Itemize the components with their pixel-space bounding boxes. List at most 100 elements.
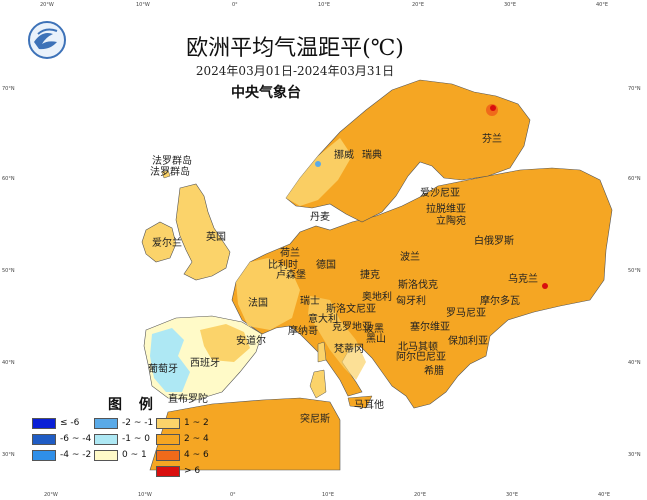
label-albania: 阿尔巴尼亚 [396, 352, 446, 363]
legend-label-7: 1 ~ 2 [184, 418, 209, 428]
label-netherlands: 荷兰 [280, 248, 300, 259]
label-vatican: 梵蒂冈 [334, 344, 364, 355]
agency-label: 中央气象台 [231, 85, 301, 101]
tick-left-2: 60°N [2, 176, 15, 182]
label-malta: 马耳他 [354, 400, 384, 411]
land-britain [175, 183, 231, 281]
land-corsica [317, 341, 327, 363]
legend-swatch-7 [156, 418, 180, 429]
tick-top-7: 40°E [596, 2, 609, 8]
tick-left-1: 70°N [2, 86, 15, 92]
tick-left-5: 30°N [2, 452, 15, 458]
legend-swatch-2 [32, 434, 56, 445]
legend-label-9: 4 ~ 6 [184, 450, 209, 460]
label-finland: 芬兰 [482, 134, 502, 145]
label-estonia: 爱沙尼亚 [420, 188, 460, 199]
tick-top-2: 10°W [136, 2, 150, 8]
legend-label-5: -1 ~ 0 [122, 434, 150, 444]
legend-label-4: -2 ~ -1 [122, 418, 154, 428]
land-sardinia [309, 369, 327, 399]
label-andorra: 安道尔 [236, 336, 266, 347]
legend-label-8: 2 ~ 4 [184, 434, 209, 444]
label-latvia: 拉脱维亚 [426, 204, 466, 215]
label-norway: 挪威 [334, 150, 354, 161]
label-spain: 西班牙 [190, 358, 220, 369]
land-norway-light [286, 138, 352, 206]
label-monaco: 摩纳哥 [288, 326, 318, 337]
tick-top-6: 30°E [504, 2, 517, 8]
label-portugal: 葡萄牙 [148, 364, 178, 375]
tick-right-3: 50°N [628, 268, 641, 274]
date-range: 2024年03月01日-2024年03月31日 [195, 64, 395, 78]
hotspot-ukraine [542, 283, 548, 289]
label-moldova: 摩尔多瓦 [480, 296, 520, 307]
legend-swatch-8 [156, 434, 180, 445]
tick-bottom-4: 10°E [322, 492, 335, 498]
label-bosnia: 波黑 [364, 324, 384, 335]
label-belgium: 比利时 [268, 260, 298, 271]
tick-right-2: 60°N [628, 176, 641, 182]
label-lithuania: 立陶宛 [436, 216, 466, 227]
label-switzerland: 瑞士 [300, 296, 320, 307]
tick-bottom-6: 30°E [506, 492, 519, 498]
label-poland: 波兰 [400, 252, 420, 263]
legend-label-10: > 6 [184, 466, 201, 476]
label-hungary: 匈牙利 [396, 296, 426, 307]
label-faroe: 法罗群岛 [152, 156, 192, 167]
label-sweden: 瑞典 [362, 150, 382, 161]
label-ukraine: 乌克兰 [508, 274, 538, 285]
label-slovakia: 斯洛伐克 [398, 280, 438, 291]
tick-top-1: 20°W [40, 2, 54, 8]
legend-swatch-9 [156, 450, 180, 461]
land-italy-light [308, 296, 366, 380]
tick-top-4: 10°E [318, 2, 331, 8]
land-ireland [141, 221, 177, 263]
land-scandinavia [285, 79, 531, 223]
label-germany: 德国 [316, 260, 336, 271]
label-faroe-dup: 法罗群岛 [150, 167, 190, 178]
label-ireland: 爱尔兰 [152, 238, 182, 249]
tick-bottom-3: 0° [230, 492, 236, 498]
label-greece: 希腊 [424, 366, 444, 377]
map-title: 欧洲平均气温距平(℃) [186, 36, 404, 61]
label-serbia: 塞尔维亚 [410, 322, 450, 333]
legend-swatch-3 [32, 450, 56, 461]
tick-top-3: 0° [232, 2, 238, 8]
legend-swatch-5 [94, 434, 118, 445]
legend-label-6: 0 ~ 1 [122, 450, 147, 460]
legend-label-3: -4 ~ -2 [60, 450, 92, 460]
legend-swatch-4 [94, 418, 118, 429]
coldspot-norway [315, 161, 321, 167]
land-sicily [347, 395, 373, 409]
label-bulgaria: 保加利亚 [448, 336, 488, 347]
label-belarus: 白俄罗斯 [474, 236, 514, 247]
land-iberia-warm [200, 324, 250, 362]
label-north-macedonia: 北马其顿 [398, 342, 438, 353]
cma-logo [28, 21, 66, 59]
legend-title: 图 例 [108, 397, 159, 413]
tick-bottom-2: 10°W [138, 492, 152, 498]
label-tunisia: 突尼斯 [300, 414, 330, 425]
tick-bottom-5: 20°E [414, 492, 427, 498]
legend-swatch-6 [94, 450, 118, 461]
tick-left-4: 40°N [2, 360, 15, 366]
land-continent [231, 167, 613, 409]
tick-top-5: 20°E [412, 2, 425, 8]
label-denmark: 丹麦 [310, 212, 330, 223]
label-romania: 罗马尼亚 [446, 308, 486, 319]
land-north-africa [149, 397, 341, 471]
tick-right-4: 40°N [628, 360, 641, 366]
label-czech: 捷克 [360, 270, 380, 281]
tick-left-3: 50°N [2, 268, 15, 274]
tick-right-5: 30°N [628, 452, 641, 458]
label-luxembourg: 卢森堡 [276, 270, 306, 281]
legend-label-2: -6 ~ -4 [60, 434, 92, 444]
legend-swatch-10 [156, 466, 180, 477]
label-slovenia: 斯洛文尼亚 [326, 304, 376, 315]
tick-bottom-7: 40°E [598, 492, 611, 498]
label-france: 法国 [248, 298, 268, 309]
label-montenegro: 黑山 [366, 334, 386, 345]
land-iberia-cool [150, 328, 190, 392]
label-uk: 英国 [206, 232, 226, 243]
